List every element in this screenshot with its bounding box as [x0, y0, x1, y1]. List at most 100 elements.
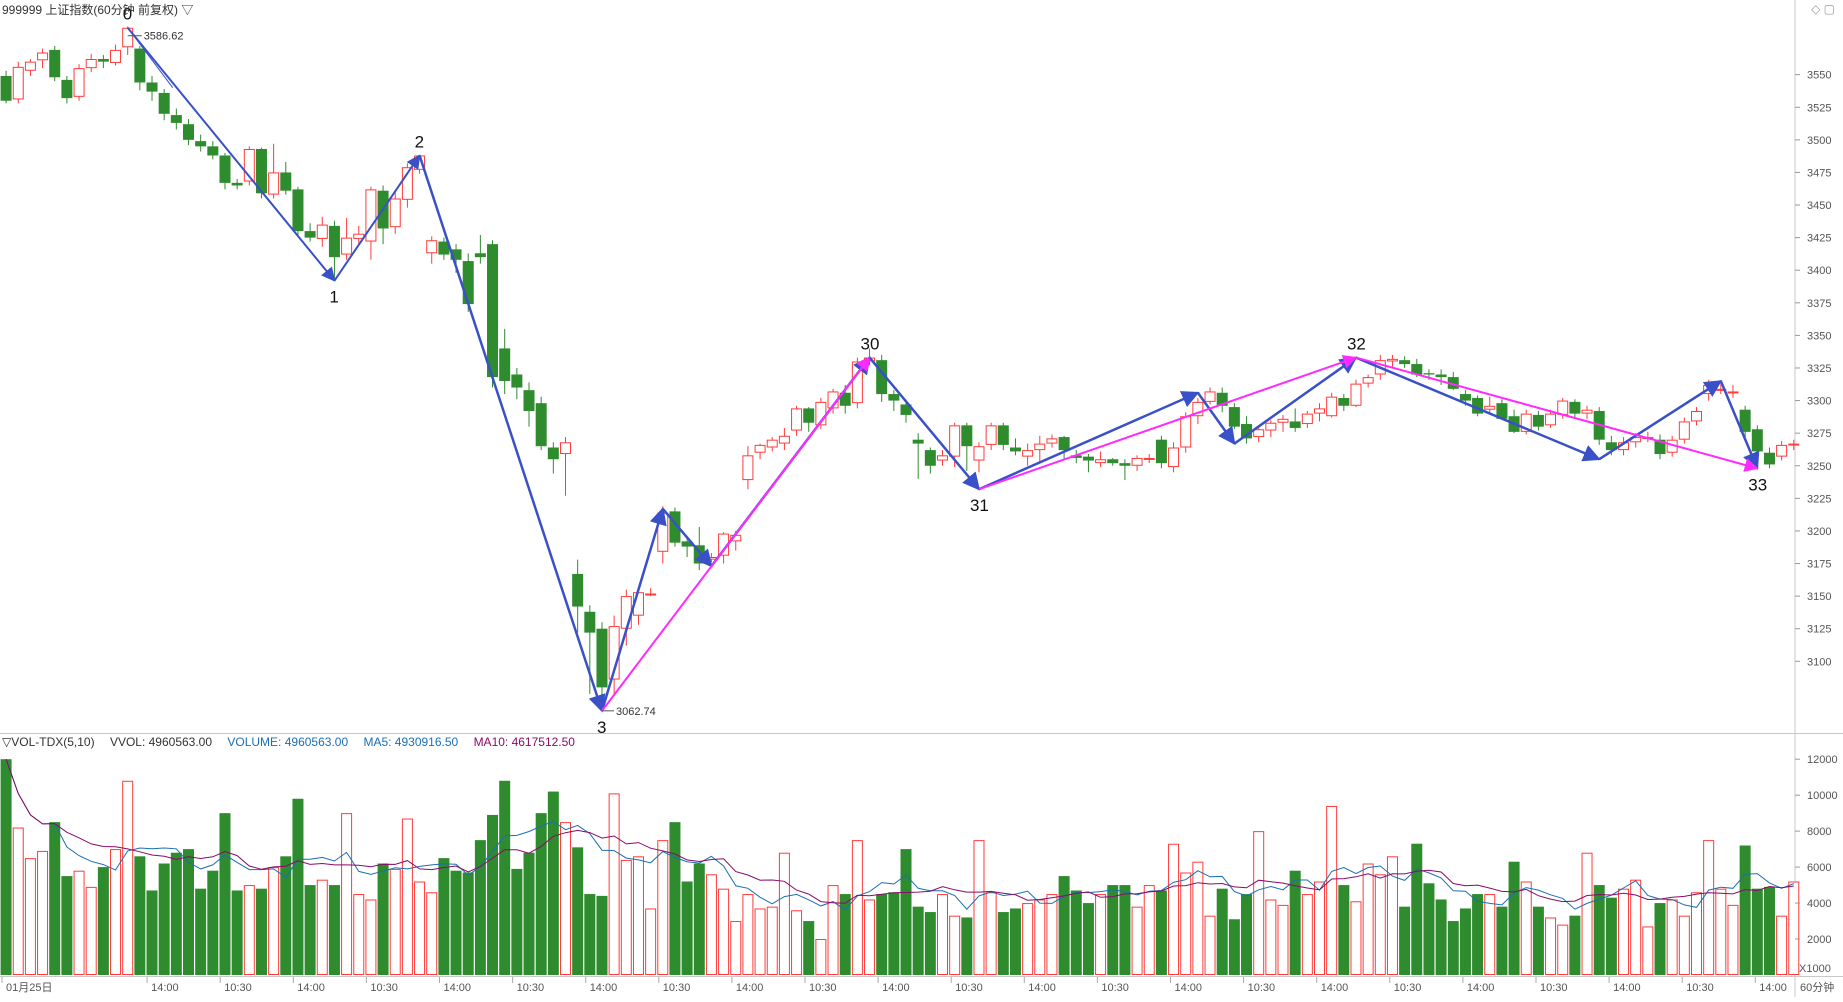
volume-bar — [1265, 899, 1277, 975]
candle — [1447, 371, 1459, 391]
volume-bar — [815, 939, 827, 976]
candle — [1155, 435, 1167, 469]
candle-body-down — [912, 439, 924, 444]
candle — [1654, 434, 1666, 460]
ma10-value: MA10: 4617512.50 — [473, 735, 575, 749]
volume-scale-label: X1000 — [1799, 963, 1831, 975]
volume-bar — [742, 894, 754, 975]
wave-label: 2 — [415, 132, 424, 151]
candle — [438, 237, 450, 260]
candle — [1386, 354, 1398, 367]
candle-body-up — [243, 148, 255, 182]
price-tick-label: 3400 — [1807, 265, 1831, 277]
candle-body-down — [207, 146, 219, 156]
candle — [292, 186, 304, 237]
volume-bar — [146, 890, 158, 975]
candle-body-down — [997, 425, 1009, 445]
candle-body-down — [924, 450, 936, 466]
candle — [1520, 409, 1532, 435]
window-controls[interactable]: ◇ ▢ — [1811, 2, 1835, 16]
candle-body-down — [1009, 447, 1021, 452]
volume-bar — [328, 885, 340, 975]
candle — [1399, 356, 1411, 368]
candle-body-down — [511, 374, 523, 388]
candle-body-down — [1654, 439, 1666, 455]
candle-body-down — [1739, 409, 1751, 432]
candle-body-down — [1532, 414, 1544, 427]
time-axis-label: 10:30 — [1248, 982, 1276, 994]
volume-bar — [949, 915, 961, 975]
candle-body-up — [1557, 400, 1569, 415]
volume-bar — [1350, 901, 1362, 975]
candle — [1788, 439, 1800, 451]
volume-tick-label: 4000 — [1807, 898, 1831, 910]
volume-indicator-name[interactable]: ▽VOL-TDX(5,10) — [2, 735, 95, 749]
candle — [426, 236, 438, 264]
candle — [1532, 411, 1544, 431]
candle-body-down — [146, 82, 158, 92]
volume-bar — [839, 894, 851, 975]
volume-bar — [1070, 890, 1082, 975]
volume-bar — [985, 892, 997, 975]
candle — [1034, 435, 1046, 464]
candle — [1095, 451, 1107, 468]
price-tick-label: 3225 — [1807, 493, 1831, 505]
candle-body-down — [1216, 392, 1228, 406]
candle — [195, 134, 207, 152]
candle-body-up — [645, 593, 657, 596]
volume-bar — [1520, 881, 1532, 976]
time-axis-label: 14:00 — [297, 982, 325, 994]
volume-bar — [1654, 903, 1666, 975]
volume-bar — [620, 859, 632, 975]
time-axis-label: 10:30 — [1394, 982, 1422, 994]
candle — [268, 143, 280, 199]
price-tick-label: 3350 — [1807, 330, 1831, 342]
candle — [1058, 435, 1070, 460]
volume-bar — [365, 899, 377, 975]
volume-bar — [1386, 856, 1398, 976]
sub-wave-segment — [600, 507, 667, 712]
candle-body-down — [1070, 455, 1082, 458]
candle-body-up — [268, 172, 280, 195]
price-tick-label: 3500 — [1807, 135, 1831, 147]
volume-bar — [936, 894, 948, 975]
candle — [778, 427, 790, 451]
candle — [170, 108, 182, 130]
low-price-label: 3062.74 — [616, 706, 656, 718]
candle — [985, 422, 997, 451]
candle — [547, 442, 559, 474]
candle — [1009, 438, 1021, 456]
trend-segment — [1355, 356, 1759, 472]
candle — [73, 64, 85, 101]
volume-bar — [1605, 897, 1617, 975]
candle — [766, 437, 778, 452]
volume-bar — [1472, 894, 1484, 975]
volume-bar — [474, 840, 486, 975]
candle — [1727, 384, 1739, 398]
volume-bar — [1690, 892, 1702, 975]
candle — [1289, 408, 1301, 432]
volume-bar — [1545, 917, 1557, 975]
high-price-label: 3586.62 — [144, 31, 184, 43]
volume-bar — [353, 894, 365, 975]
candle — [231, 178, 243, 190]
volume-bar — [1082, 903, 1094, 975]
candle — [997, 422, 1009, 451]
volume-bar — [1459, 908, 1471, 975]
candle — [182, 118, 194, 146]
wave-labels: 0 1 2 3 30 31 32 33 3586.62 3062.74 — [123, 5, 1768, 737]
volume-bar — [292, 798, 304, 975]
candle-body-down — [876, 360, 888, 395]
time-axis-label: 10:30 — [1686, 982, 1714, 994]
candle-body-up — [1362, 377, 1374, 384]
volume-bar — [669, 822, 681, 975]
candle — [1362, 374, 1374, 388]
candle — [584, 605, 596, 694]
volume-bar — [499, 780, 511, 975]
candle-body-up — [754, 444, 766, 453]
volume-bar — [1532, 906, 1544, 975]
candle-body-up — [1022, 450, 1034, 457]
trend-segment — [868, 357, 980, 490]
candle — [1545, 409, 1557, 428]
